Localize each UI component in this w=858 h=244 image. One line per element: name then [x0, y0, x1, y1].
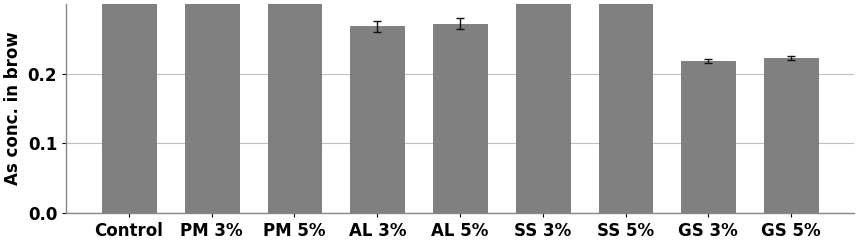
Bar [102, 0, 156, 213]
Bar [764, 58, 818, 213]
Bar [681, 61, 735, 213]
Bar [184, 0, 239, 213]
Bar [268, 0, 322, 213]
Y-axis label: As conc. in brow: As conc. in brow [4, 32, 22, 185]
Bar [350, 26, 404, 213]
Bar [433, 24, 487, 213]
Bar [599, 0, 652, 213]
Bar [516, 0, 570, 213]
